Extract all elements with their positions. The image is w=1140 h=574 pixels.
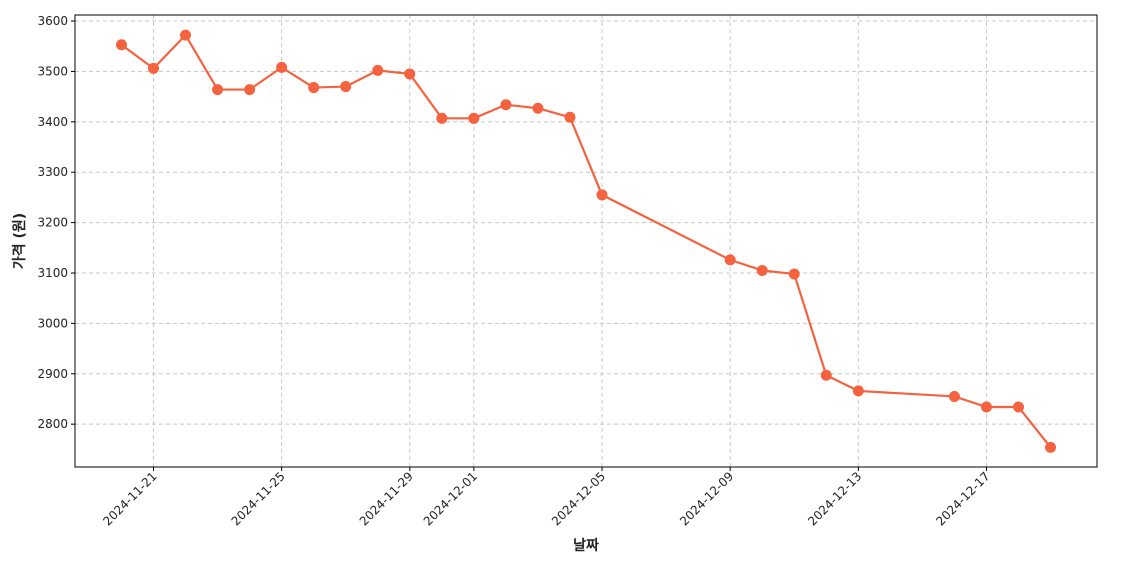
y-tick-label: 3400 bbox=[37, 115, 68, 129]
x-tick-label: 2024-12-01 bbox=[421, 469, 480, 528]
x-tick-label: 2024-12-17 bbox=[933, 469, 992, 528]
x-axis-title: 날짜 bbox=[573, 538, 599, 554]
line bbox=[120, 33, 1052, 449]
y-tick-label: 2900 bbox=[37, 367, 68, 381]
point bbox=[724, 254, 736, 266]
plot-frame bbox=[74, 14, 1098, 468]
point bbox=[980, 401, 992, 413]
point bbox=[468, 112, 480, 124]
point bbox=[820, 369, 832, 381]
y-tick-label: 3100 bbox=[37, 266, 68, 280]
point bbox=[756, 264, 768, 276]
y-tick-label: 2800 bbox=[37, 417, 68, 431]
point bbox=[212, 84, 224, 96]
y-tick-label: 3000 bbox=[37, 316, 68, 330]
point bbox=[1013, 401, 1025, 413]
point bbox=[308, 82, 320, 94]
y-tick-label: 3500 bbox=[37, 64, 68, 78]
x-tick-label: 2024-11-25 bbox=[229, 469, 288, 528]
y-tick-label: 3600 bbox=[37, 14, 68, 28]
x-tick-label: 2024-11-21 bbox=[100, 469, 159, 528]
y-axis-title: 가격 (원) bbox=[11, 213, 28, 269]
x-tick-label: 2024-12-13 bbox=[805, 469, 864, 528]
point bbox=[852, 385, 864, 397]
point bbox=[500, 99, 512, 111]
point bbox=[532, 102, 544, 114]
point bbox=[244, 84, 256, 96]
point bbox=[147, 62, 159, 74]
point bbox=[948, 390, 960, 402]
y-tick-label: 3200 bbox=[37, 216, 68, 230]
point bbox=[436, 112, 448, 124]
point bbox=[340, 81, 352, 93]
point bbox=[372, 64, 384, 76]
point bbox=[276, 61, 288, 73]
point bbox=[596, 189, 608, 201]
point bbox=[404, 68, 416, 80]
x-tick-label: 2024-12-09 bbox=[677, 469, 736, 528]
point bbox=[1045, 441, 1057, 453]
point bbox=[788, 268, 800, 280]
x-tick-label: 2024-11-29 bbox=[357, 469, 416, 528]
point bbox=[180, 29, 192, 41]
point bbox=[115, 39, 127, 51]
y-tick-label: 3300 bbox=[37, 165, 68, 179]
point bbox=[564, 111, 576, 123]
x-tick-label: 2024-12-05 bbox=[549, 469, 608, 528]
